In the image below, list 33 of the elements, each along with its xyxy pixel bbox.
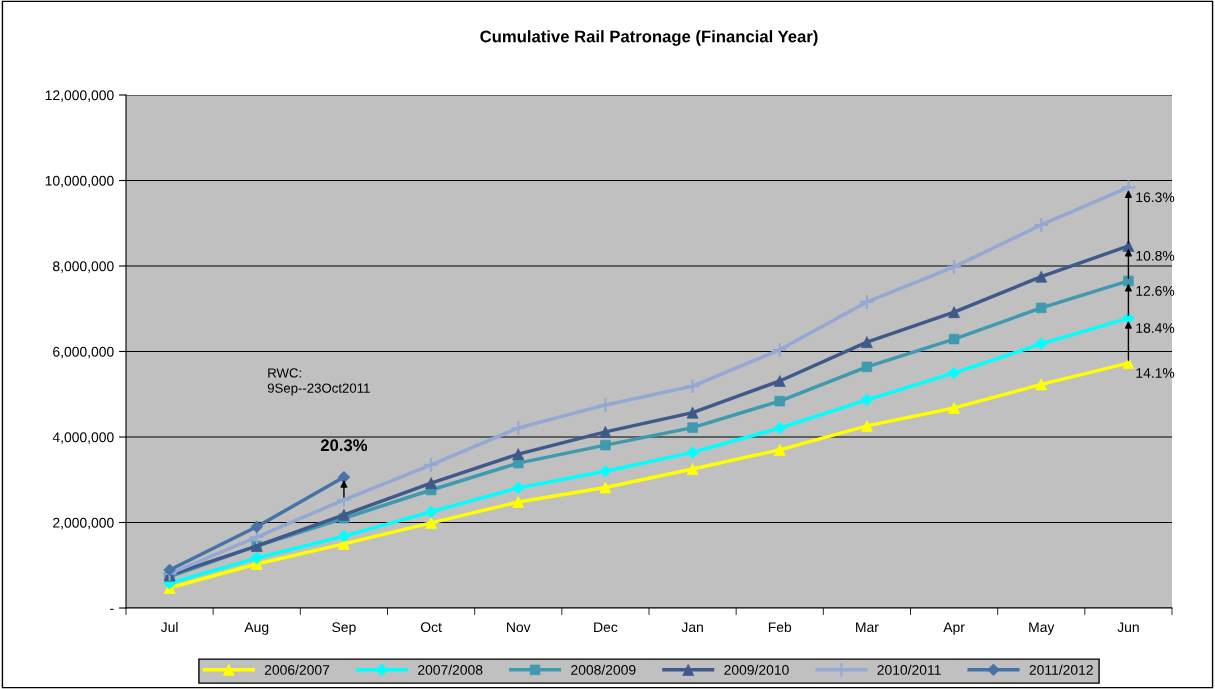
x-tick-label: Oct	[420, 622, 442, 633]
x-tick-label: Sep	[332, 622, 356, 635]
x-tick-label: Dec	[594, 622, 618, 633]
x-tick-label: Apr	[943, 622, 965, 635]
y-tick-label: 8,000,000	[53, 261, 114, 273]
legend-label: 2006/2007	[264, 664, 330, 675]
y-tick-label: 4,000,000	[52, 432, 114, 444]
chart-title: Cumulative Rail Patronage (Financial Year)	[480, 30, 818, 46]
y-tick-label: 6,000,000	[53, 346, 114, 359]
x-tick-label: Jun	[1117, 622, 1139, 633]
x-tick-label: Jan	[681, 622, 703, 633]
y-tick-label: -	[110, 608, 114, 610]
x-tick-label: Feb	[768, 621, 792, 633]
legend-label: 2007/2008	[418, 664, 483, 675]
x-tick-label: Nov	[507, 622, 531, 633]
legend-label: 2009/2010	[724, 664, 789, 675]
annotation: 16.3%	[1136, 192, 1175, 203]
legend-label: 2008/2009	[571, 664, 636, 675]
annotation: RWC: 9Sep--23Oct2011	[267, 368, 370, 396]
annotation: 14.1%	[1136, 368, 1175, 378]
annotation: 20.3%	[320, 439, 368, 452]
y-tick-label: 2,000,000	[53, 517, 114, 530]
annotation: 10.8%	[1136, 250, 1175, 261]
x-tick-label: May	[1029, 622, 1055, 635]
y-tick-label: 12,000,000	[45, 90, 114, 102]
annotation: 12.6%	[1136, 285, 1175, 296]
x-tick-label: Mar	[856, 622, 879, 633]
x-tick-label: Aug	[244, 622, 269, 635]
legend-label: 2011/2012	[1029, 664, 1093, 675]
legend-label: 2010/2011	[877, 664, 941, 675]
y-tick-label: 10,000,000	[45, 175, 114, 188]
x-tick-label: Jul	[160, 621, 178, 633]
annotation: 18.4%	[1136, 323, 1175, 333]
